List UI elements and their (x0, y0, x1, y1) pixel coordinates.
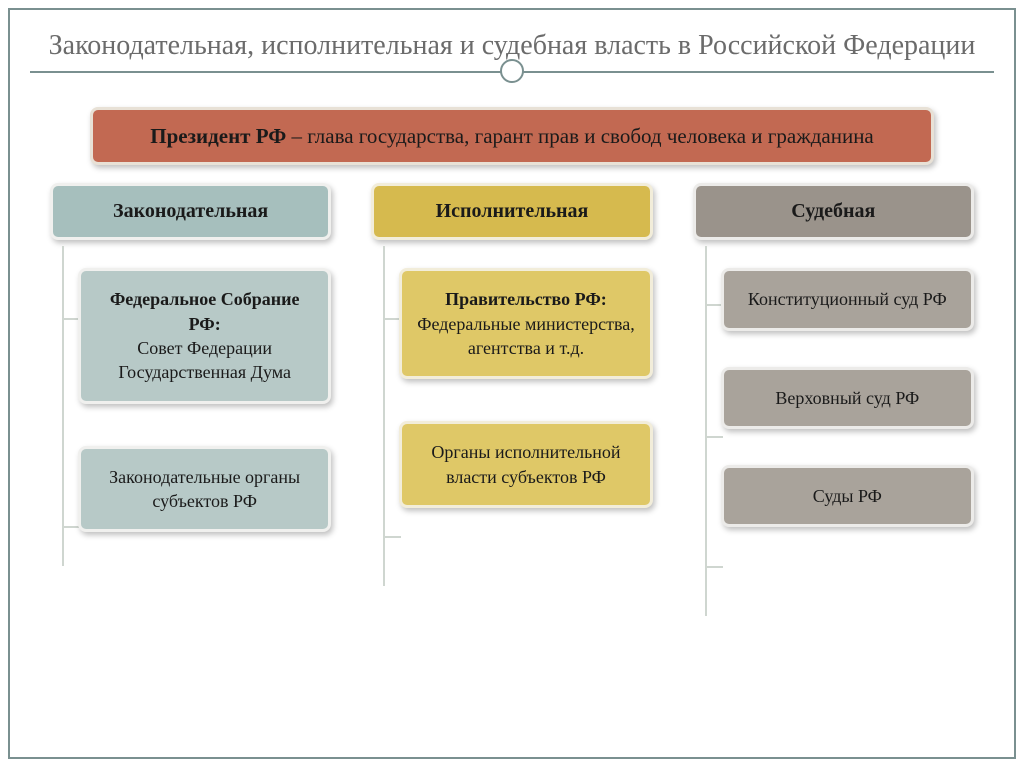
branch-row: Законодательная Федеральное Собрание РФ:… (40, 183, 984, 532)
executive-sub-area: Правительство РФ: Федеральные министерст… (371, 246, 652, 507)
judicial-column: Судебная Конституционный суд РФ Верховны… (693, 183, 974, 532)
executive-head: Исполнительная (371, 183, 652, 240)
connector-line (383, 536, 401, 538)
item-rest: Суды РФ (813, 486, 882, 506)
connector-line (705, 246, 707, 616)
item-rest: Верховный суд РФ (775, 388, 919, 408)
diagram-area: Президент РФ – глава государства, гарант… (10, 81, 1014, 542)
item-strong: Правительство РФ: (416, 287, 635, 311)
legislative-head: Законодательная (50, 183, 331, 240)
connector-line (62, 246, 64, 566)
legislative-item-0: Федеральное Собрание РФ: Совет Федерации… (78, 268, 331, 403)
item-strong: Федеральное Собрание РФ: (95, 287, 314, 336)
slide-title: Законодательная, исполнительная и судебн… (30, 28, 994, 63)
connector-line (62, 526, 80, 528)
judicial-head: Судебная (693, 183, 974, 240)
item-rest: Конституционный суд РФ (748, 289, 947, 309)
legislative-sub-area: Федеральное Собрание РФ: Совет Федерации… (50, 246, 331, 532)
president-label-rest: – глава государства, гарант прав и свобо… (286, 124, 874, 148)
president-block: Президент РФ – глава государства, гарант… (90, 107, 934, 165)
judicial-item-2: Суды РФ (721, 465, 974, 527)
item-rest: Федеральные министерства, агентства и т.… (417, 314, 634, 358)
legislative-item-1: Законодательные органы субъектов РФ (78, 446, 331, 533)
executive-column: Исполнительная Правительство РФ: Федерал… (371, 183, 652, 532)
item-rest: Совет ФедерацииГосударственная Дума (118, 338, 291, 382)
executive-item-1: Органы исполнительной власти субъектов Р… (399, 421, 652, 508)
title-divider (30, 71, 994, 73)
connector-line (383, 246, 385, 586)
ring-icon (500, 59, 524, 83)
connector-line (705, 436, 723, 438)
connector-row (40, 165, 984, 173)
judicial-item-0: Конституционный суд РФ (721, 268, 974, 330)
judicial-item-1: Верховный суд РФ (721, 367, 974, 429)
connector-line (705, 566, 723, 568)
connector-line (705, 304, 723, 306)
executive-item-0: Правительство РФ: Федеральные министерст… (399, 268, 652, 379)
legislative-column: Законодательная Федеральное Собрание РФ:… (50, 183, 331, 532)
item-rest: Законодательные органы субъектов РФ (109, 467, 300, 511)
president-row: Президент РФ – глава государства, гарант… (40, 101, 984, 165)
slide-frame: Законодательная, исполнительная и судебн… (8, 8, 1016, 759)
president-label-bold: Президент РФ (150, 124, 286, 148)
title-area: Законодательная, исполнительная и судебн… (10, 10, 1014, 81)
judicial-sub-area: Конституционный суд РФ Верховный суд РФ … (693, 246, 974, 527)
item-rest: Органы исполнительной власти субъектов Р… (431, 442, 620, 486)
